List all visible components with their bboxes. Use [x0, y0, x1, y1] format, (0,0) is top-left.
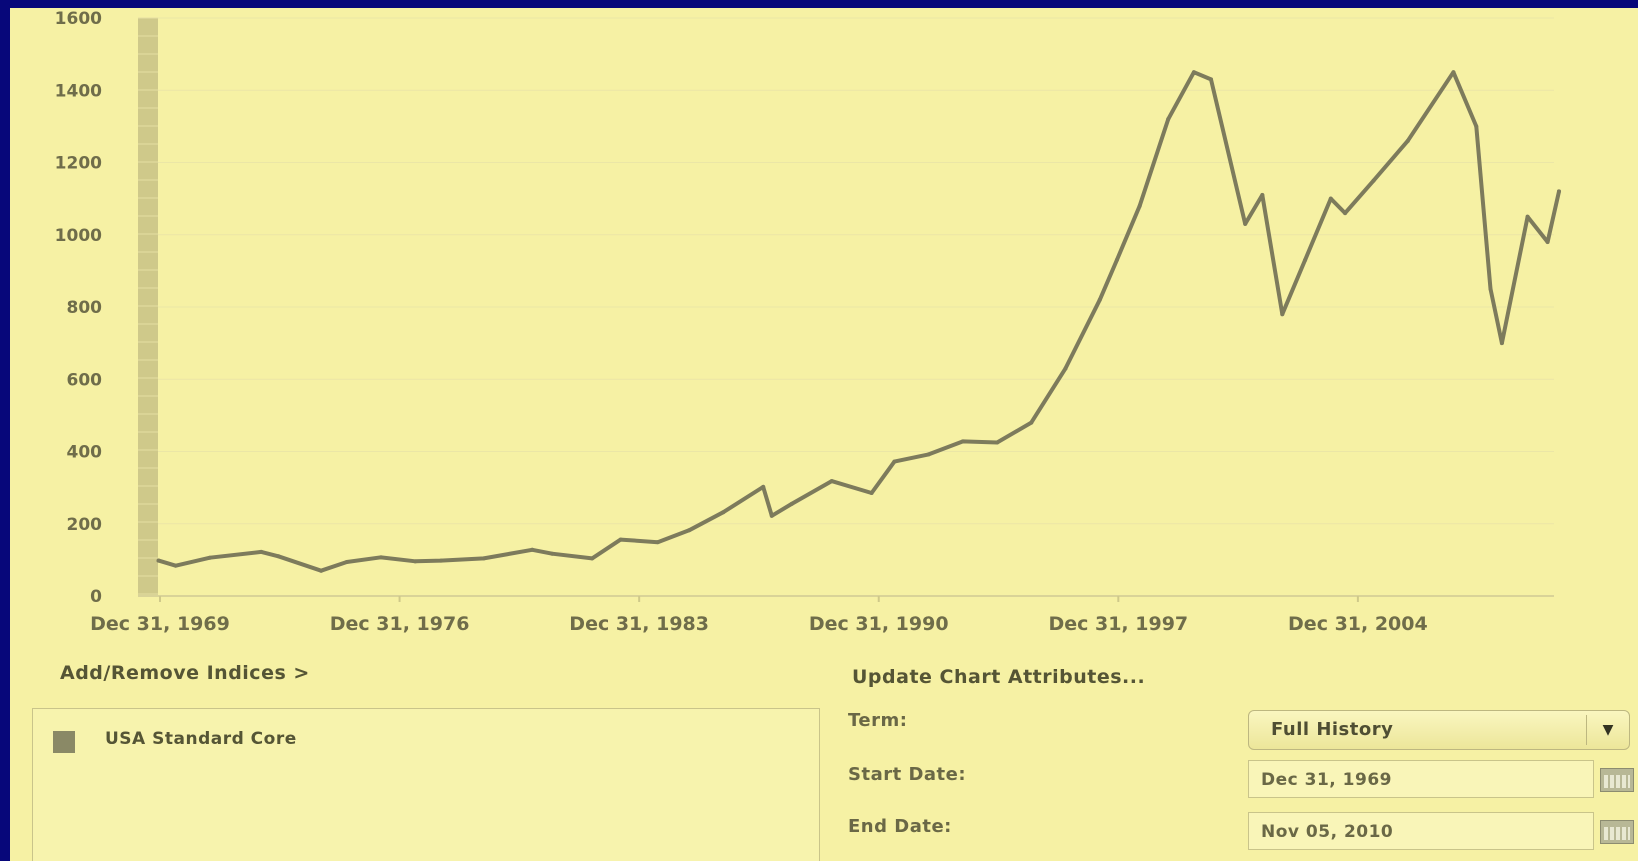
data-point — [1209, 77, 1214, 82]
data-point — [1191, 70, 1196, 75]
data-point — [769, 513, 774, 518]
data-point — [1499, 341, 1504, 346]
data-point — [926, 452, 931, 457]
data-point — [379, 555, 384, 560]
data-point — [1303, 258, 1308, 263]
index-history-chart: 0 200 400 600 800 1000 1200 1400 1600 Dec 31, 196… — [55, 9, 1561, 635]
data-point — [1474, 124, 1479, 129]
start-date-field[interactable]: Dec 31, 1969 — [1248, 760, 1594, 798]
y-tick-label: 1400 — [55, 81, 102, 101]
data-point — [1114, 258, 1119, 263]
data-point — [721, 510, 726, 515]
data-point — [1280, 312, 1285, 317]
data-point — [1545, 239, 1550, 244]
data-point — [413, 559, 418, 564]
data-point — [1405, 138, 1410, 143]
data-point — [995, 440, 1000, 445]
start-date-label: Start Date: — [848, 764, 967, 785]
term-select-value: Full History — [1271, 719, 1394, 740]
y-tick-label: 1600 — [55, 9, 102, 29]
data-point — [438, 558, 443, 563]
calendar-icon[interactable] — [1600, 768, 1634, 792]
chart-panel: 0 200 400 600 800 1000 1200 1400 1600 Dec 31, 196… — [10, 8, 1638, 861]
data-point — [960, 439, 965, 444]
end-date-label: End Date: — [848, 816, 952, 837]
data-point — [344, 560, 349, 565]
y-tick-label: 1000 — [55, 226, 102, 246]
y-axis-band — [138, 18, 158, 596]
y-tick-label: 200 — [67, 515, 103, 535]
data-point — [1029, 420, 1034, 425]
chevron-down-icon[interactable]: ▼ — [1586, 715, 1629, 745]
data-point — [789, 501, 794, 506]
data-point — [550, 551, 555, 556]
x-tick-label: Dec 31, 1976 — [330, 613, 470, 635]
data-point — [530, 547, 535, 552]
y-tick-label: 800 — [67, 298, 103, 318]
data-point — [1137, 203, 1142, 208]
legend-swatch-icon — [53, 731, 75, 753]
data-point — [1166, 117, 1171, 122]
data-point — [1328, 196, 1333, 201]
data-point — [1371, 178, 1376, 183]
data-point — [829, 479, 834, 484]
data-point — [618, 537, 623, 542]
data-point — [1063, 366, 1068, 371]
data-point — [259, 549, 264, 554]
data-point — [761, 484, 766, 489]
term-label: Term: — [848, 710, 908, 731]
data-point — [590, 556, 595, 561]
x-tick-label: Dec 31, 2004 — [1288, 613, 1428, 635]
data-point — [173, 563, 178, 568]
y-tick-label: 400 — [67, 443, 103, 463]
data-point — [1451, 70, 1456, 75]
data-point — [1525, 214, 1530, 219]
update-chart-attributes-heading[interactable]: Update Chart Attributes... — [852, 666, 1146, 688]
data-point — [1260, 193, 1265, 198]
y-tick-label: 0 — [90, 587, 102, 607]
add-remove-indices-link[interactable]: Add/Remove Indices > — [60, 662, 310, 684]
series-line — [156, 70, 1561, 573]
data-point — [1343, 211, 1348, 216]
x-tick-label: Dec 31, 1990 — [809, 613, 949, 635]
data-point — [156, 558, 161, 563]
data-point — [319, 568, 324, 573]
data-point — [1488, 286, 1493, 291]
data-point — [1243, 221, 1248, 226]
x-tick-label: Dec 31, 1983 — [569, 613, 709, 635]
data-point — [207, 555, 212, 560]
x-tick-label: Dec 31, 1997 — [1048, 613, 1188, 635]
data-point — [481, 556, 486, 561]
data-point — [687, 528, 692, 533]
legend-item-label: USA Standard Core — [105, 729, 297, 749]
data-point — [869, 491, 874, 496]
calendar-icon[interactable] — [1600, 820, 1634, 844]
y-tick-label: 1200 — [55, 154, 102, 174]
data-point — [655, 540, 660, 545]
data-point — [1556, 189, 1561, 194]
data-point — [892, 459, 897, 464]
y-tick-label: 600 — [67, 370, 103, 390]
data-point — [276, 554, 281, 559]
data-point — [1097, 297, 1102, 302]
term-select[interactable]: Full History ▼ — [1248, 710, 1630, 750]
x-tick-label: Dec 31, 1969 — [90, 613, 230, 635]
indices-list: USA Standard Core — [32, 708, 820, 861]
end-date-field[interactable]: Nov 05, 2010 — [1248, 812, 1594, 850]
